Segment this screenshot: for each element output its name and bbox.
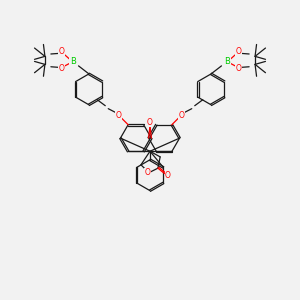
Text: O: O (165, 170, 171, 179)
Text: O: O (144, 168, 150, 177)
Text: O: O (147, 118, 153, 127)
Text: B: B (224, 57, 230, 66)
Text: O: O (236, 64, 242, 73)
Text: O: O (58, 47, 64, 56)
Text: B: B (70, 57, 76, 66)
Text: O: O (58, 64, 64, 73)
Text: O: O (236, 47, 242, 56)
Text: O: O (116, 111, 122, 120)
Text: O: O (178, 111, 184, 120)
